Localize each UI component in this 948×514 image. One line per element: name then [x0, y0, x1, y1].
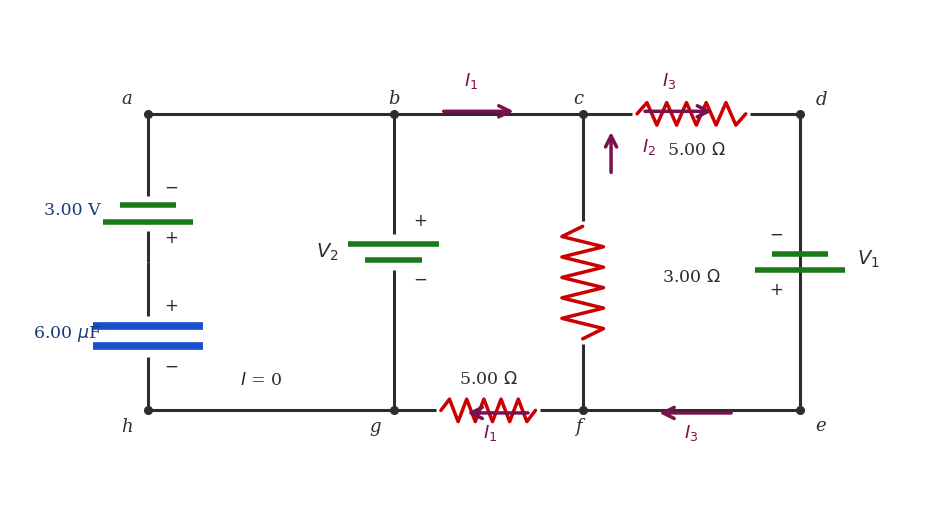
Text: 3.00 V: 3.00 V — [44, 203, 100, 219]
Text: $I_3$: $I_3$ — [684, 424, 699, 444]
Text: a: a — [121, 89, 133, 107]
Text: f: f — [574, 418, 581, 436]
Text: 6.00 $\mu$F: 6.00 $\mu$F — [33, 324, 101, 344]
Text: g: g — [369, 418, 380, 436]
Text: e: e — [815, 417, 827, 435]
Text: 3.00 $\Omega$: 3.00 $\Omega$ — [662, 269, 720, 286]
Text: $+$: $+$ — [413, 212, 428, 230]
Text: $-$: $-$ — [770, 225, 784, 243]
Text: 5.00 $\Omega$: 5.00 $\Omega$ — [459, 371, 518, 388]
Text: $V_2$: $V_2$ — [317, 241, 338, 263]
Text: $V_1$: $V_1$ — [857, 249, 880, 270]
Text: $+$: $+$ — [164, 297, 178, 315]
Text: $+$: $+$ — [164, 229, 178, 247]
Text: b: b — [388, 89, 399, 107]
Text: $-$: $-$ — [413, 269, 428, 287]
Text: c: c — [573, 89, 583, 107]
Text: $-$: $-$ — [164, 357, 178, 375]
Text: $I_1$: $I_1$ — [465, 71, 478, 91]
Text: $I_2$: $I_2$ — [642, 137, 656, 157]
Text: $+$: $+$ — [770, 281, 784, 299]
Text: $-$: $-$ — [164, 178, 178, 196]
Text: $I$ = 0: $I$ = 0 — [240, 372, 283, 389]
Text: h: h — [121, 418, 133, 436]
Text: $I_3$: $I_3$ — [662, 71, 676, 91]
Text: $I_1$: $I_1$ — [483, 424, 497, 444]
Text: 5.00 $\Omega$: 5.00 $\Omega$ — [666, 142, 725, 159]
Text: d: d — [815, 90, 827, 108]
